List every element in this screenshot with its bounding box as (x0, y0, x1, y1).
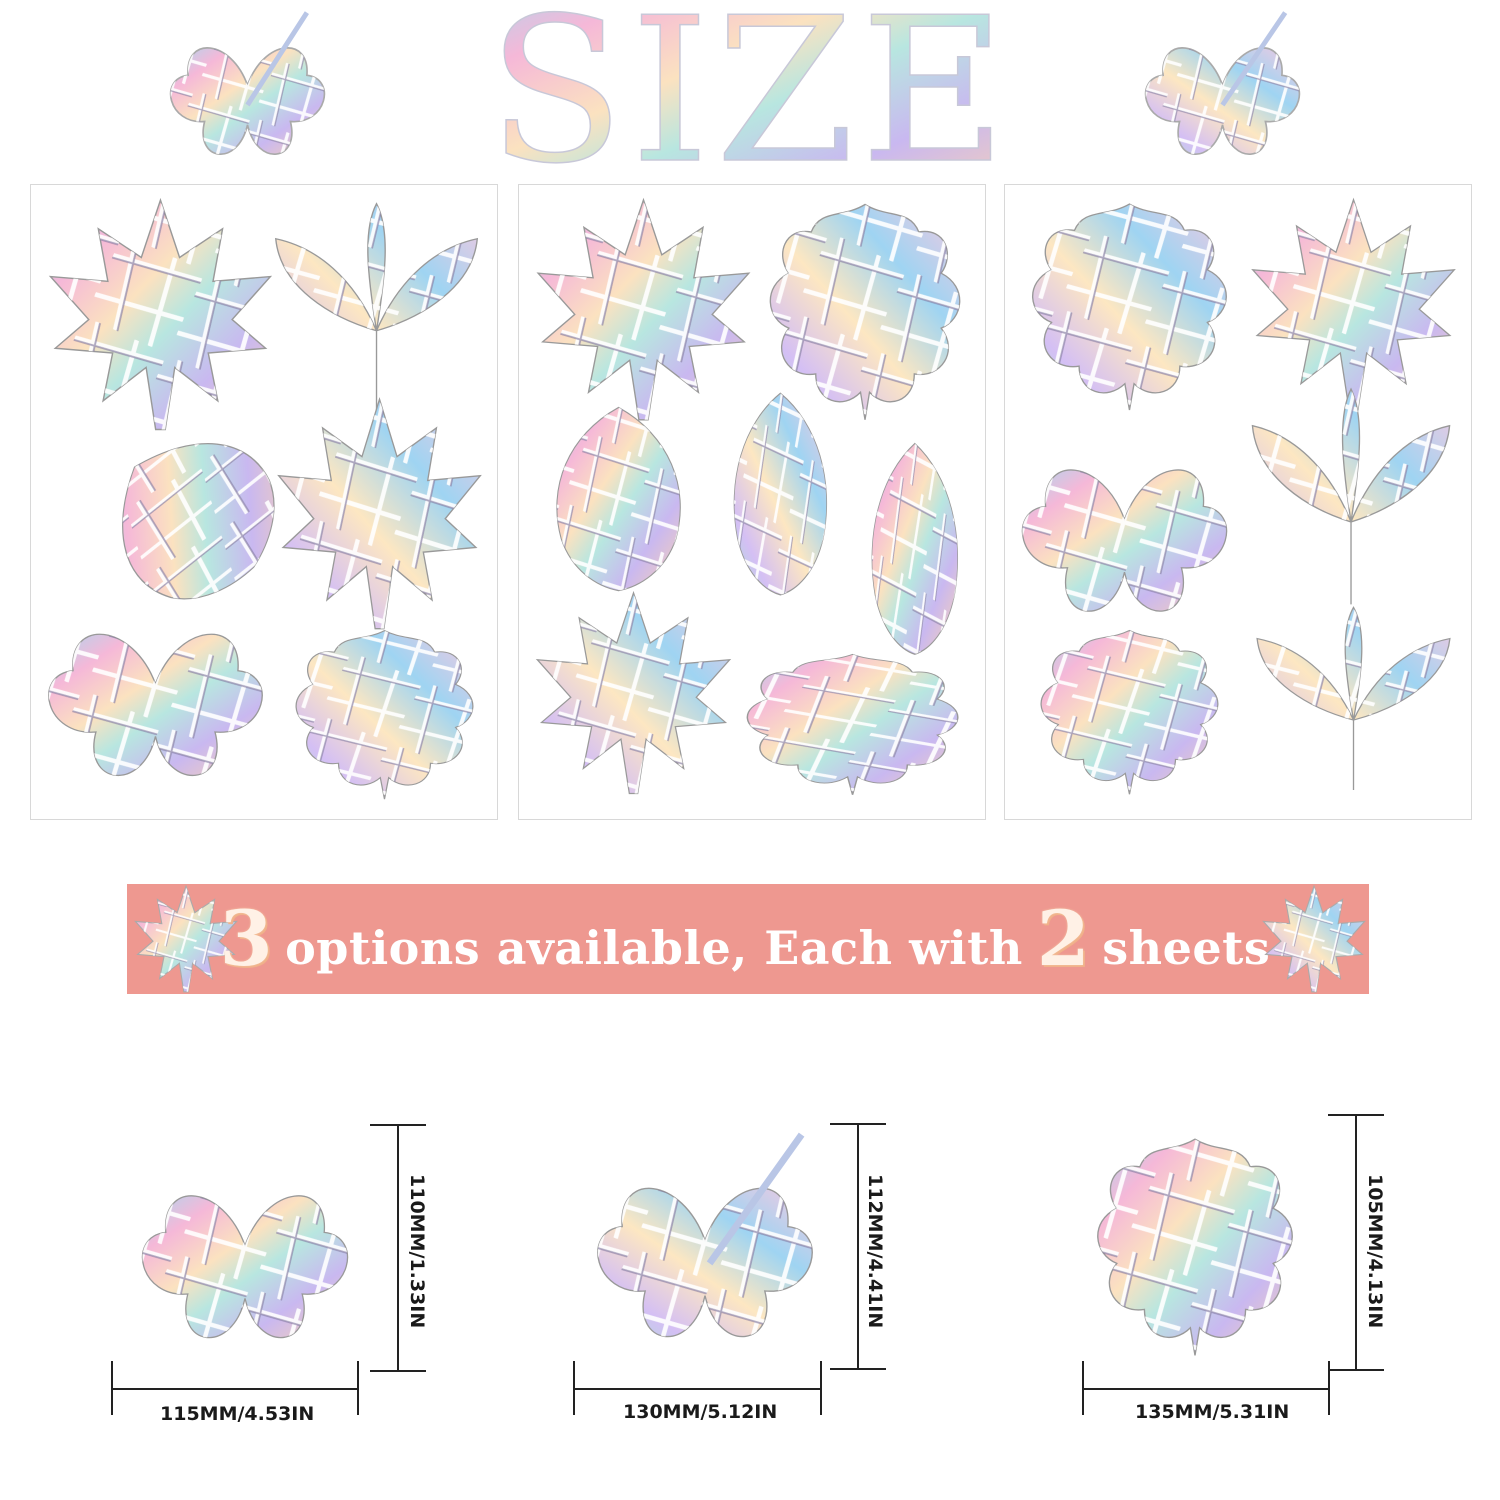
birch-leaf-icon (732, 392, 828, 596)
maple-leaf-icon (49, 198, 272, 431)
sheet-count: 2 (1036, 894, 1091, 983)
maple-leaf-icon (1259, 884, 1369, 994)
sample-clover-leaf (590, 1130, 820, 1360)
height-dimension-line (370, 1124, 426, 1372)
height-dimension-line (830, 1123, 886, 1370)
oak-leaf-icon (1031, 202, 1228, 412)
palm-leaf-icon (274, 202, 479, 411)
height-label: 105MM/4.13IN (1364, 1174, 1386, 1329)
clover-leaf-icon (1140, 6, 1305, 171)
maple-leaf-icon (277, 398, 482, 630)
maple-leaf-icon (536, 591, 731, 795)
width-label: 115MM/4.53IN (160, 1403, 315, 1425)
height-label: 112MM/4.41IN (864, 1174, 886, 1329)
sample-oak-leaf (1080, 1120, 1310, 1370)
maple-leaf-icon (1251, 198, 1456, 412)
width-dimension-line (573, 1361, 822, 1415)
sticker-sheet-2 (518, 184, 986, 820)
sample-clover-leaf (135, 1140, 355, 1360)
width-label: 135MM/5.31IN (1135, 1401, 1290, 1423)
clover-leaf-icon (165, 6, 330, 171)
width-dimension-line (111, 1361, 359, 1415)
oak-leaf-icon (746, 653, 960, 796)
birch-leaf-icon (80, 402, 308, 632)
oak-leaf-icon (769, 203, 961, 421)
option-count: 3 (219, 894, 274, 983)
title-text: SIZE (488, 2, 1013, 172)
banner-text-part-1: options available, Each with (285, 921, 1023, 975)
clover-leaf-icon (1021, 468, 1228, 613)
birch-leaf-icon (870, 442, 959, 656)
clover-leaf-icon (47, 633, 264, 777)
oak-leaf-icon (295, 629, 474, 801)
oak-leaf-icon (1040, 629, 1219, 796)
banner-text: 3 options available, Each with 2 sheets (220, 884, 1270, 994)
palm-leaf-icon (1251, 387, 1451, 606)
info-banner: 3 options available, Each with 2 sheets (127, 884, 1369, 994)
height-label: 110MM/1.33IN (406, 1174, 428, 1329)
width-dimension-line (1082, 1361, 1330, 1415)
page-title: SIZE (440, 2, 1060, 172)
maple-leaf-icon (536, 198, 750, 421)
sticker-sheet-3 (1004, 184, 1472, 820)
sticker-sheet-1 (30, 184, 498, 820)
palm-leaf-icon (1256, 606, 1451, 792)
banner-text-part-2: sheets (1102, 921, 1271, 975)
birch-leaf-icon (555, 406, 682, 592)
height-dimension-line (1328, 1114, 1384, 1371)
width-label: 130MM/5.12IN (623, 1401, 778, 1423)
